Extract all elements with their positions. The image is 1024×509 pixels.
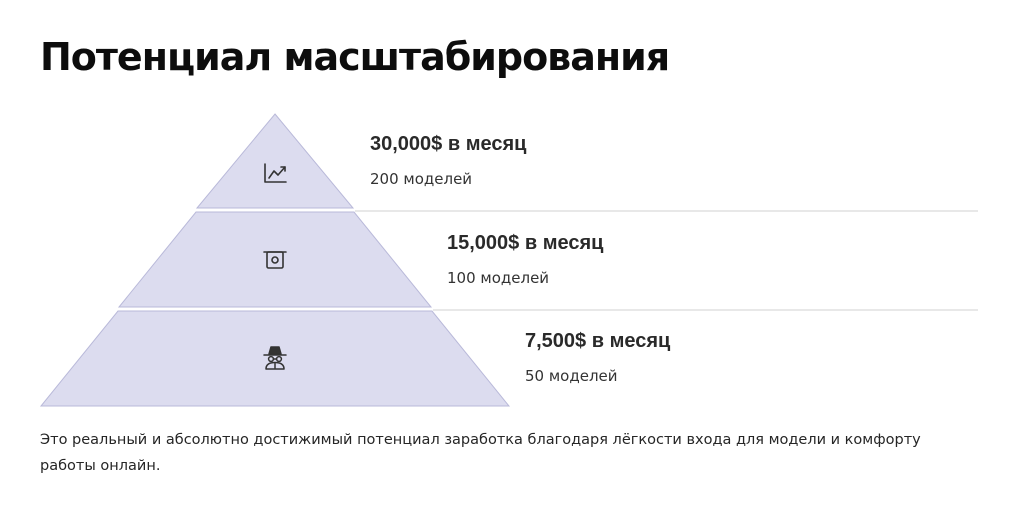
tier-model-count: 100 моделей — [447, 269, 550, 287]
tier-revenue: 30,000$ в месяц — [370, 133, 527, 155]
tier-revenue: 15,000$ в месяц — [447, 232, 604, 254]
pyramid-tier-middle — [117, 211, 433, 308]
incognito-icon — [263, 346, 287, 370]
pyramid-tier-top — [195, 113, 355, 209]
tier-model-count: 200 моделей — [370, 170, 473, 188]
tier-revenue: 7,500$ в месяц — [525, 330, 671, 352]
tier-info-middle: 15,000$ в месяц 100 моделей — [447, 231, 603, 288]
description-text: Это реальный и абсолютно достижимый поте… — [40, 432, 921, 474]
tier-info-top: 30,000$ в месяц 200 моделей — [370, 132, 526, 189]
tier-info-bottom: 7,500$ в месяц 50 моделей — [525, 329, 670, 386]
tier-model-count: 50 моделей — [525, 367, 618, 385]
page-title: Потенциал масштабирования — [40, 35, 670, 79]
chart-up-icon — [264, 163, 287, 183]
cash-icon — [263, 251, 287, 269]
